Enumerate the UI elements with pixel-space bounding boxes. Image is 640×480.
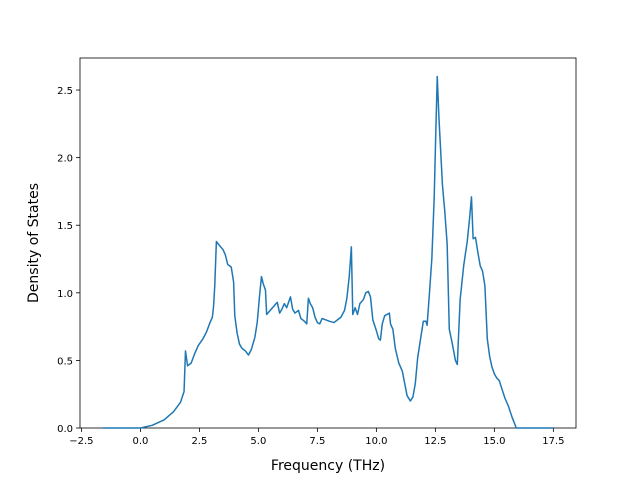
x-tick-label: 2.5 — [191, 436, 207, 447]
x-tick-label: 17.5 — [542, 436, 564, 447]
line — [102, 75, 554, 429]
x-tick-label: −2.5 — [69, 436, 93, 447]
y-tick-label: 0.5 — [57, 356, 73, 367]
y-axis-label: Density of States — [26, 183, 42, 303]
y-tick-label: 1.5 — [57, 221, 73, 232]
x-tick-label: 5.0 — [250, 436, 266, 447]
x-tick-label: 0.0 — [132, 436, 148, 447]
y-tick-label: 0.0 — [57, 424, 73, 435]
axes-frame — [79, 57, 577, 429]
x-tick-label: 12.5 — [424, 436, 446, 447]
y-tick-label: 1.0 — [57, 289, 73, 300]
x-axis-label: Frequency (THz) — [271, 458, 385, 474]
x-tick-label: 15.0 — [483, 436, 505, 447]
x-tick-label: 7.5 — [309, 436, 325, 447]
x-tick-label: 10.0 — [365, 436, 387, 447]
y-tick-label: 2.5 — [57, 86, 73, 97]
y-tick-label: 2.0 — [57, 154, 73, 165]
